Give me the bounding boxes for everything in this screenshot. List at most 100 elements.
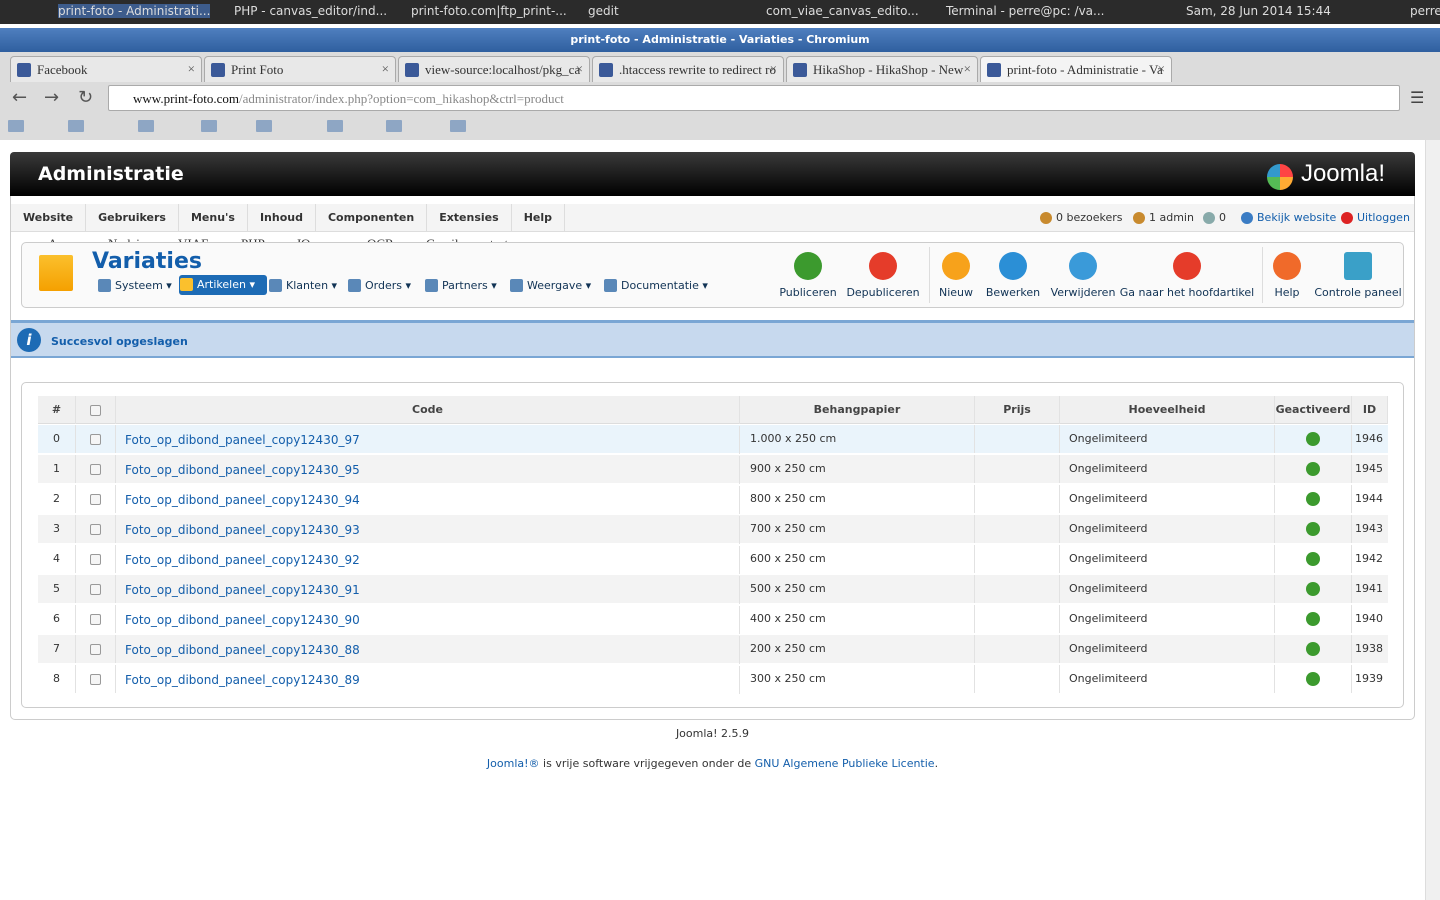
row-checkbox[interactable] xyxy=(90,583,101,595)
os-task[interactable]: PHP - canvas_editor/ind... xyxy=(234,4,388,18)
toolbar-button[interactable]: Nieuw xyxy=(886,252,1026,299)
active-icon[interactable] xyxy=(1306,432,1320,446)
menu-item[interactable]: Extensies xyxy=(427,204,512,232)
active-icon[interactable] xyxy=(1306,462,1320,476)
row-checkbox[interactable] xyxy=(90,493,101,505)
toolbar-button[interactable]: Publiceren xyxy=(738,252,878,299)
product-code-link[interactable]: Foto_op_dibond_paneel_copy12430_89 xyxy=(116,666,740,694)
browser-tab[interactable]: print-foto - Administratie - Va × xyxy=(980,56,1172,82)
product-code-link[interactable]: Foto_op_dibond_paneel_copy12430_95 xyxy=(116,456,740,484)
price-cell xyxy=(975,605,1060,633)
quantity: Ongelimiteerd xyxy=(1060,515,1275,543)
browser-tab[interactable]: Print Foto × xyxy=(204,56,396,82)
menu-item[interactable]: Componenten xyxy=(316,204,428,232)
column-header[interactable]: Geactiveerd xyxy=(1275,396,1352,424)
browser-tab[interactable]: view-source:localhost/pkg_ca × xyxy=(398,56,590,82)
os-task[interactable]: gedit xyxy=(588,4,619,18)
browser-tab[interactable]: HikaShop - HikaShop - New × xyxy=(786,56,978,82)
toolbar-button[interactable]: Verwijderen xyxy=(1013,252,1153,299)
forward-button[interactable]: → xyxy=(44,87,60,108)
row-checkbox[interactable] xyxy=(90,643,101,655)
row-checkbox[interactable] xyxy=(90,553,101,565)
column-header[interactable]: Behangpapier xyxy=(740,396,975,424)
tab-title: Print Foto xyxy=(231,62,284,77)
license-link[interactable]: GNU Algemene Publieke Licentie xyxy=(754,757,935,770)
column-header[interactable]: Hoeveelheid xyxy=(1060,396,1275,424)
tab-close[interactable]: × xyxy=(769,61,777,76)
window-title: print-foto - Administratie - Variaties -… xyxy=(0,28,1440,52)
active-icon[interactable] xyxy=(1306,582,1320,596)
submenu-item[interactable]: Partners ▾ xyxy=(424,279,509,292)
active-icon[interactable] xyxy=(1306,552,1320,566)
browser-tab[interactable]: Facebook × xyxy=(10,56,202,82)
row-checkbox[interactable] xyxy=(90,463,101,475)
submenu-item[interactable]: Artikelen ▾ xyxy=(179,275,267,295)
admin-menu: Website Gebruikers Menu's Inhoud Componenten… xyxy=(11,204,1414,232)
submenu-item[interactable]: Weergave ▾ xyxy=(509,279,603,292)
product-code-link[interactable]: Foto_op_dibond_paneel_copy12430_92 xyxy=(116,546,740,574)
status-item[interactable]: Bekijk website xyxy=(1241,211,1336,224)
active-icon[interactable] xyxy=(1306,492,1320,506)
tab-close[interactable]: × xyxy=(575,61,583,76)
active-icon[interactable] xyxy=(1306,642,1320,656)
active-icon[interactable] xyxy=(1306,672,1320,686)
toolbar-button[interactable]: Bewerken xyxy=(943,252,1083,299)
product-code-link[interactable]: Foto_op_dibond_paneel_copy12430_97 xyxy=(116,426,740,454)
address-bar[interactable]: www.print-foto.com/administrator/index.p… xyxy=(108,85,1400,111)
scrollbar[interactable] xyxy=(1425,140,1440,900)
active-cell xyxy=(1275,425,1352,453)
back-button[interactable]: ← xyxy=(12,87,28,108)
submenu-item[interactable]: Systeem ▾ xyxy=(97,279,184,292)
row-number: 5 xyxy=(38,575,76,603)
reload-button[interactable]: ↻ xyxy=(78,87,94,108)
toolbar-button[interactable]: Ga naar het hoofdartikel xyxy=(1117,252,1257,299)
submenu-item[interactable]: Klanten ▾ xyxy=(268,279,349,292)
browser-tab[interactable]: .htaccess rewrite to redirect ro × xyxy=(592,56,784,82)
product-code-link[interactable]: Foto_op_dibond_paneel_copy12430_94 xyxy=(116,486,740,514)
os-task[interactable]: print-foto - Administrati... xyxy=(58,4,211,18)
menu-item[interactable]: Website xyxy=(11,204,87,232)
column-header[interactable]: Prijs xyxy=(975,396,1060,424)
joomla-link[interactable]: Joomla!® xyxy=(486,757,540,770)
submenu-item[interactable]: Documentatie ▾ xyxy=(603,279,720,292)
row-checkbox[interactable] xyxy=(90,433,101,445)
os-task[interactable]: com_viae_canvas_edito... xyxy=(766,4,919,18)
menu-item[interactable]: Inhoud xyxy=(248,204,316,232)
menu-item[interactable]: Menu's xyxy=(179,204,248,232)
status-item[interactable]: Uitloggen xyxy=(1341,211,1410,224)
select-all-checkbox[interactable] xyxy=(90,404,101,416)
product-code-link[interactable]: Foto_op_dibond_paneel_copy12430_88 xyxy=(116,636,740,664)
submenu-label: Orders xyxy=(365,279,402,292)
active-cell xyxy=(1275,575,1352,603)
menu-item[interactable]: Help xyxy=(512,204,565,232)
toolbar-button[interactable]: Controle paneel xyxy=(1288,252,1428,299)
menu-button[interactable]: ☰ xyxy=(1410,88,1425,107)
product-id: 1944 xyxy=(1355,492,1383,505)
product-code-link[interactable]: Foto_op_dibond_paneel_copy12430_91 xyxy=(116,576,740,604)
toolbar-button[interactable]: Help xyxy=(1217,252,1357,299)
tab-close[interactable]: × xyxy=(1157,61,1165,76)
row-checkbox[interactable] xyxy=(90,523,101,535)
row-checkbox[interactable] xyxy=(90,613,101,625)
column-header[interactable]: ID xyxy=(1352,396,1388,424)
product-code-link[interactable]: Foto_op_dibond_paneel_copy12430_90 xyxy=(116,606,740,634)
toolbar-button[interactable]: Depubliceren xyxy=(813,252,953,299)
os-task[interactable]: Terminal - perre@pc: /va... xyxy=(946,4,1105,18)
tab-close[interactable]: × xyxy=(381,61,389,76)
column-header[interactable]: # xyxy=(38,396,76,424)
active-icon[interactable] xyxy=(1306,522,1320,536)
checkbox-cell xyxy=(76,575,116,603)
tab-close[interactable]: × xyxy=(187,61,195,76)
quantity: Ongelimiteerd xyxy=(1060,545,1275,573)
column-header[interactable]: Code xyxy=(116,396,740,424)
os-task[interactable]: print-foto.com|ftp_print-... xyxy=(411,4,567,18)
submenu-item[interactable]: Orders ▾ xyxy=(347,279,423,292)
product-code-link[interactable]: Foto_op_dibond_paneel_copy12430_93 xyxy=(116,516,740,544)
quantity: Ongelimiteerd xyxy=(1060,605,1275,633)
menu-item[interactable]: Gebruikers xyxy=(86,204,179,232)
row-checkbox[interactable] xyxy=(90,673,101,685)
row-number: 2 xyxy=(38,485,76,513)
tab-close[interactable]: × xyxy=(963,61,971,76)
active-icon[interactable] xyxy=(1306,612,1320,626)
